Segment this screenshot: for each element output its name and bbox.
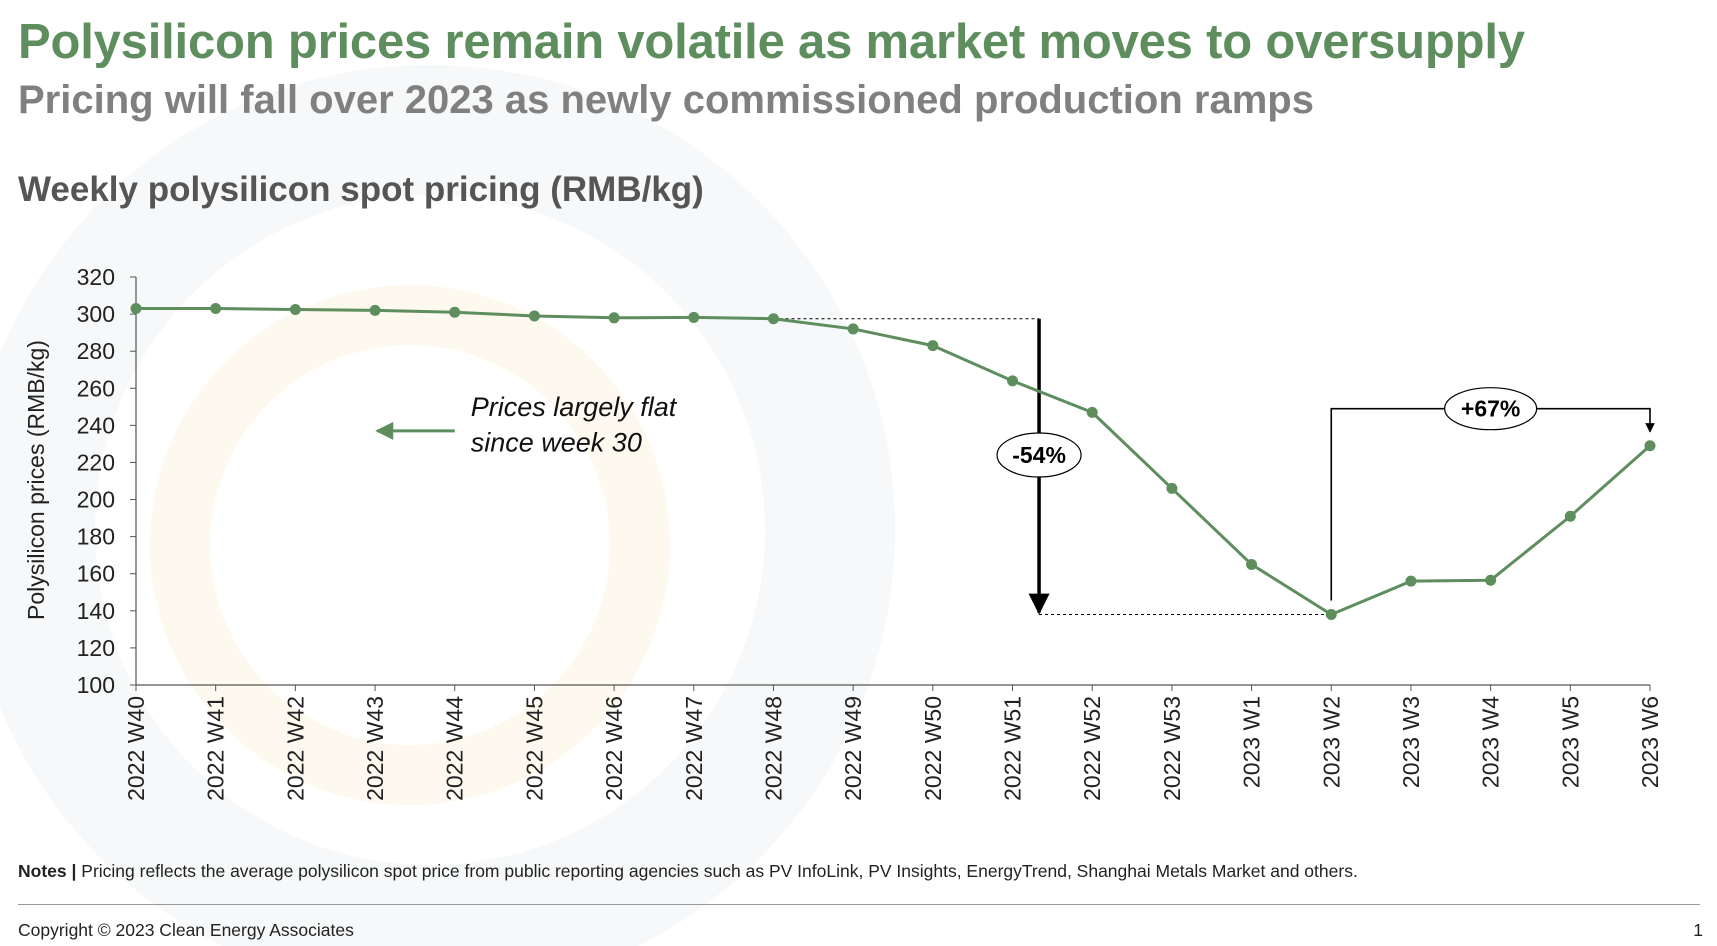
data-point [449, 306, 461, 318]
y-tick-label: 140 [77, 598, 115, 624]
y-tick-label: 180 [77, 524, 115, 550]
flat-annotation-line1: Prices largely flat [471, 392, 678, 422]
data-point [210, 303, 222, 315]
chart-title: Weekly polysilicon spot pricing (RMB/kg) [18, 170, 704, 209]
increase-label: +67% [1461, 396, 1520, 422]
x-tick-label: 2023 W6 [1637, 696, 1663, 788]
price-series [130, 303, 1656, 621]
y-tick-label: 220 [77, 449, 115, 475]
y-tick-label: 280 [77, 338, 115, 364]
x-tick-label: 2022 W51 [1000, 696, 1026, 801]
x-tick-label: 2022 W40 [123, 696, 149, 801]
data-point [688, 311, 700, 323]
y-tick-label: 100 [77, 672, 115, 698]
price-line [136, 307, 1651, 617]
annotation-lines [773, 318, 1655, 616]
y-axis-label: Polysilicon prices (RMB/kg) [23, 340, 49, 620]
data-point [927, 340, 939, 352]
x-tick-labels: 2022 W40 2022 W41 2022 W42 2022 W43 2022 W44… [123, 696, 1663, 801]
footer-divider [18, 904, 1700, 905]
x-tick-label: 2022 W52 [1079, 696, 1105, 801]
page-number: 1 [1693, 920, 1703, 940]
data-point [1086, 406, 1098, 418]
decline-label: -54% [1012, 442, 1066, 468]
data-point [369, 304, 381, 316]
x-tick-label: 2022 W41 [203, 696, 229, 801]
y-tick-label: 320 [77, 264, 115, 290]
data-point [130, 303, 142, 315]
x-tick-label: 2023 W4 [1478, 696, 1504, 788]
increase-bracket-arrow-icon [1330, 407, 1655, 601]
notes-text: Pricing reflects the average polysilicon… [81, 861, 1358, 881]
increase-badge [1444, 387, 1538, 431]
x-tick-label: 2022 W45 [521, 696, 547, 801]
x-tick-label: 2022 W53 [1159, 696, 1185, 801]
data-point [1007, 375, 1019, 387]
x-tick-label: 2022 W49 [840, 696, 866, 801]
data-point [1485, 574, 1497, 586]
data-point [847, 323, 859, 335]
y-tick-label: 240 [77, 412, 115, 438]
x-tick-label: 2022 W46 [601, 696, 627, 801]
data-point [1166, 482, 1178, 494]
data-point [767, 313, 779, 325]
x-tick-label: 2022 W48 [760, 696, 786, 801]
y-tick-label: 260 [77, 375, 115, 401]
y-tick-label: 300 [77, 301, 115, 327]
decline-badge [996, 432, 1082, 478]
flat-annotation-line2: since week 30 [471, 427, 642, 457]
data-point [1246, 558, 1258, 570]
x-tick-label: 2023 W3 [1398, 696, 1424, 788]
x-tick-label: 2023 W1 [1239, 696, 1265, 788]
x-tick-label: 2022 W42 [282, 696, 308, 801]
notes-label: Notes | [18, 861, 77, 881]
chart-axes [130, 276, 1651, 691]
slide-subtitle: Pricing will fall over 2023 as newly com… [18, 78, 1314, 122]
data-point [608, 312, 620, 324]
data-point [528, 310, 540, 322]
data-point [1325, 609, 1337, 621]
notes: Notes | Pricing reflects the average pol… [18, 861, 1358, 882]
x-tick-label: 2023 W5 [1557, 696, 1583, 788]
y-tick-label: 160 [77, 561, 115, 587]
data-point [1405, 575, 1417, 587]
data-point [1564, 510, 1576, 522]
x-tick-label: 2022 W43 [362, 696, 388, 801]
x-tick-label: 2023 W2 [1318, 696, 1344, 788]
data-point [1644, 440, 1656, 452]
line-chart: Polysilicon prices (RMB/kg) 100 120 140 160… [23, 264, 1663, 801]
x-tick-label: 2022 W44 [442, 696, 468, 801]
y-tick-label: 120 [77, 635, 115, 661]
copyright: Copyright © 2023 Clean Energy Associates [18, 920, 354, 940]
slide-title: Polysilicon prices remain volatile as ma… [18, 15, 1525, 69]
y-tick-label: 200 [77, 487, 115, 513]
x-tick-label: 2022 W50 [920, 696, 946, 801]
y-tick-labels: 100 120 140 160 180 200 220 240 260 280 300 320 [77, 264, 115, 698]
x-tick-label: 2022 W47 [681, 696, 707, 801]
data-point [289, 303, 301, 315]
